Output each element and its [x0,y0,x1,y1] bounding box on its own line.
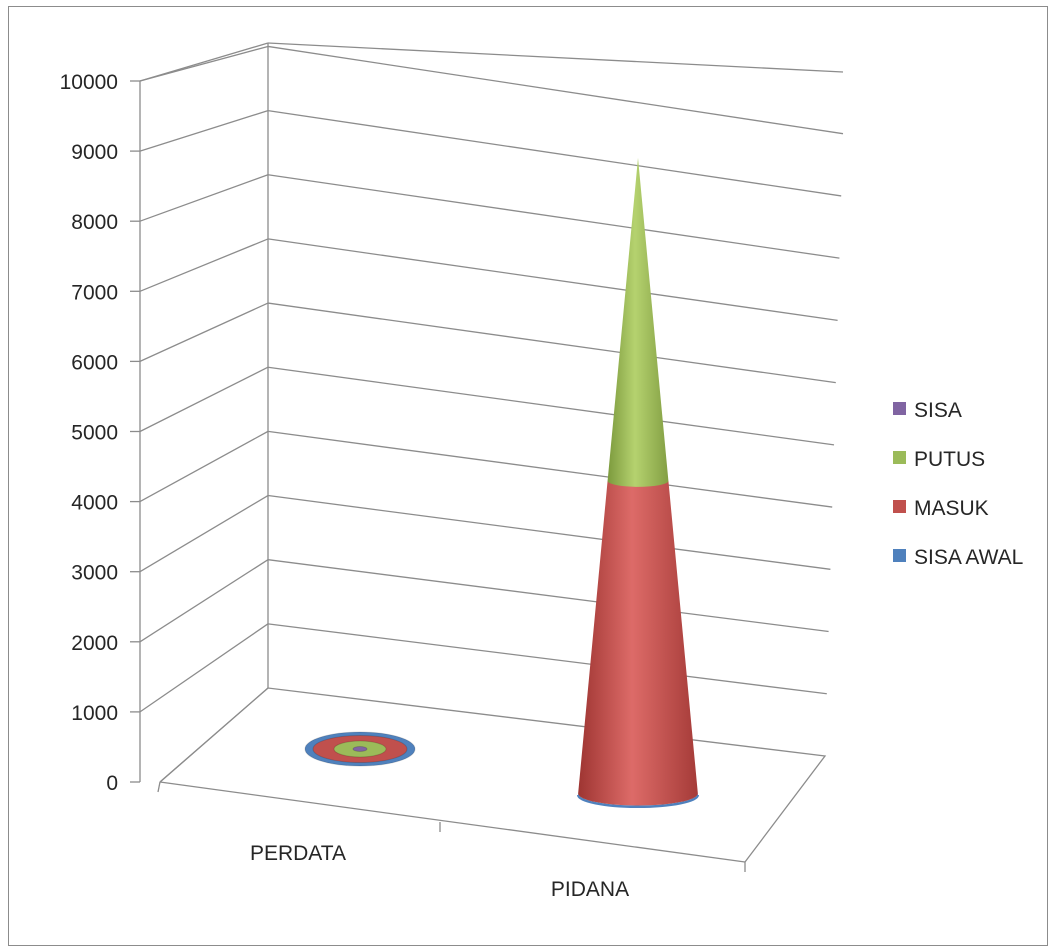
side-gridline [139,174,269,222]
back-gridline [267,45,844,135]
side-gridline [139,109,269,152]
side-gridline [139,366,269,433]
y-tick-label: 8000 [71,211,118,234]
back-top-line [267,42,844,73]
y-tick-label: 4000 [71,492,118,515]
x-axis-line [159,781,746,863]
cone-base-rim-pidana [577,794,699,808]
legend-swatch [893,402,906,415]
y-tick-label: 9000 [71,141,118,164]
y-tick-label: 1000 [71,702,118,725]
x-category-label: PERDATA [250,842,346,865]
cone-segment-pidana [607,158,669,487]
side-gridline [139,302,269,362]
legend-label: MASUK [914,497,989,520]
back-gridline [267,430,833,508]
floor-outline [159,687,827,863]
cone-segment-perdata [352,746,368,752]
cone-segment-pidana [578,480,698,806]
y-tick-label: 7000 [71,281,118,304]
chart-legend: SISA PUTUS MASUK SISA AWAL [893,399,1023,569]
legend-swatch [893,451,906,464]
y-tick-label: 0 [106,772,118,795]
back-gridline [267,302,836,384]
back-gridline [267,559,829,633]
back-gridline [267,174,840,259]
back-gridline [267,109,842,197]
back-gridline [267,494,831,570]
chart-frame [8,6,1048,946]
y-axis-tick-labels: 0 1000 2000 3000 4000 5000 6000 7000 8000 9000 100… [60,71,140,795]
x-category-label: PIDANA [551,878,629,901]
back-gridline [267,623,827,695]
y-tick-label: 5000 [71,422,118,445]
x-tick-mark [157,781,161,793]
legend-label: SISA AWAL [914,546,1023,569]
y-tick-label: 3000 [71,562,118,585]
y-tick-label: 6000 [71,351,118,374]
y-tick-label: 2000 [71,632,118,655]
chart-cones [304,158,699,808]
legend-swatch [893,500,906,513]
side-gridline [139,430,269,503]
back-gridline [267,366,835,446]
side-gridline [139,238,269,292]
y-tick-label: 10000 [60,71,118,94]
legend-label: PUTUS [914,448,985,471]
side-gridline [139,623,269,713]
back-gridline [267,238,838,322]
side-gridline [139,559,269,643]
x-axis: PERDATA PIDANA [157,687,827,901]
legend-label: SISA [914,399,962,422]
chart-walls [139,42,844,783]
legend-swatch [893,549,906,562]
side-gridline [139,494,269,573]
side-top-line [139,42,269,82]
